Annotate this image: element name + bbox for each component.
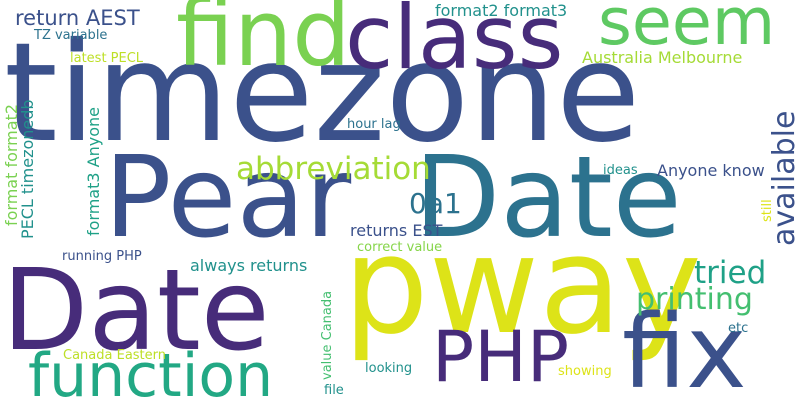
word-available: available [767,110,800,246]
word-tried: tried [694,255,767,291]
word-fix: fix [622,293,747,400]
word-canada-eastern: Canada Eastern [63,348,167,363]
word-pear: Pear [104,133,352,263]
word-australia-melbourne: Australia Melbourne [582,48,743,67]
word-ideas: ideas [603,163,638,178]
word-showing: showing [558,364,612,379]
word-anyone-know: Anyone know [657,161,765,180]
word-always-returns: always returns [190,256,308,275]
word-return-aest: return AEST [15,6,140,30]
word-pway: pway [343,207,702,364]
word-etc: etc [728,321,749,336]
word-seem: seem [598,0,776,60]
word-tz-variable: TZ variable [34,28,108,43]
word-returns-est: returns EST [350,221,443,240]
word-find: find [176,0,351,87]
word-format2-format3: format2 format3 [435,1,568,20]
word-value-canada: value Canada [320,290,335,380]
word-latest-pecl: latest PECL [70,51,144,66]
word-file: file [324,383,344,398]
word-php: PHP [432,316,570,398]
word-0a1: 0a1 [409,187,462,220]
word-date-upper: Date [414,133,682,263]
word-class: class [345,0,564,89]
word-date-lower: Date [2,246,270,376]
word-abbreviation: abbreviation [236,151,431,187]
word-looking: looking [365,361,413,376]
word-hour-lag: hour lag [347,117,401,132]
word-still: still [760,199,775,222]
word-running-php: running PHP [62,249,142,264]
word-function: function [28,341,274,400]
word-correct-value: correct value [357,240,443,255]
word-format3-anyone: format3 Anyone [84,107,103,236]
word-printing: printing [636,282,753,317]
word-pecl-timezonedb: PECL timezonedb [18,99,37,239]
word-timezone: timezone [4,14,641,173]
